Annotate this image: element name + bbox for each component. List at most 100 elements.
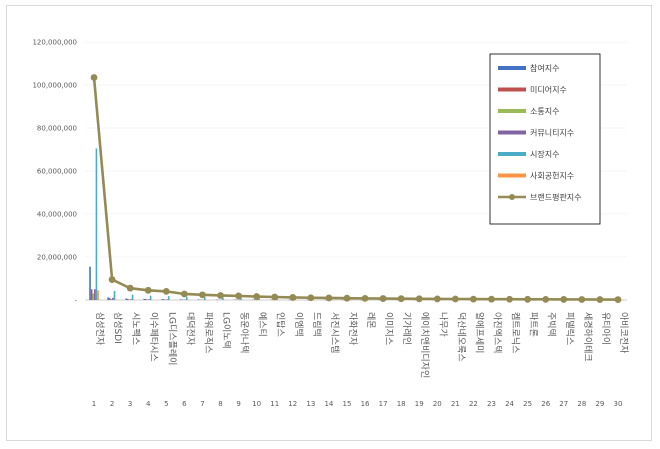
rank-label: 23 <box>487 400 496 408</box>
category-label: 파트론 <box>528 312 539 337</box>
legend-label: 미디어지수 <box>530 85 567 95</box>
category-label: 켐트로닉스 <box>510 312 522 353</box>
category-label: 이미지스 <box>383 312 394 345</box>
y-axis: 120,000,000 100,000,000 80,000,000 60,000,0… <box>32 39 77 305</box>
rank-label: 19 <box>415 400 424 408</box>
bar <box>145 299 147 300</box>
legend-label: 참여지수 <box>530 63 559 73</box>
bar <box>148 299 150 300</box>
bar <box>181 299 183 300</box>
rank-label: 22 <box>469 400 478 408</box>
category-label: 유티아이 <box>600 312 611 345</box>
legend-label: 커뮤니티지수 <box>530 128 574 138</box>
bar <box>149 295 152 300</box>
line-point <box>614 296 622 303</box>
chart-frame: 120,000,000 100,000,000 80,000,000 60,000,0… <box>6 5 652 441</box>
line-point <box>488 295 495 303</box>
gridlines <box>85 41 627 301</box>
line-point <box>199 291 206 299</box>
bar <box>125 298 127 300</box>
bar <box>95 148 98 300</box>
rank-label: 4 <box>146 400 151 408</box>
category-label: 레몬 <box>365 312 376 329</box>
category-label: 아비코전자 <box>618 312 629 354</box>
line-series <box>90 74 622 303</box>
bar <box>130 299 132 300</box>
bar <box>167 296 170 300</box>
line-point <box>343 294 351 302</box>
bar <box>222 297 224 300</box>
category-label: LG이노텍 <box>221 312 232 349</box>
line-point <box>325 294 333 302</box>
category-label: 세경하이테크 <box>582 312 594 362</box>
rank-label: 17 <box>379 400 388 408</box>
rank-label: 15 <box>343 400 352 408</box>
bar <box>131 294 134 300</box>
category-label: 시노펙스 <box>130 312 141 345</box>
rank-label: 7 <box>200 400 204 408</box>
legend-marker <box>509 194 515 200</box>
line-point <box>144 286 152 294</box>
rank-label: 30 <box>614 400 623 408</box>
category-label: 주빅텍 <box>546 312 557 337</box>
rank-label: 16 <box>361 400 370 408</box>
line-point <box>415 295 423 303</box>
legend-swatch <box>498 109 526 113</box>
category-label: 동운아나텍 <box>239 312 250 353</box>
legend-swatch <box>498 87 526 92</box>
category-label: 예스티 <box>257 312 268 337</box>
bar <box>197 299 200 300</box>
bar <box>128 299 131 300</box>
legend-swatch <box>498 173 526 178</box>
line-point <box>379 295 387 302</box>
legend-label: 소통지수 <box>530 107 559 116</box>
bar <box>92 293 95 300</box>
rank-label: 29 <box>595 400 604 408</box>
bar <box>108 298 111 300</box>
legend-label: 시장지수 <box>530 149 559 159</box>
category-label: LG디스플레이 <box>166 312 177 365</box>
rank-label: 24 <box>505 400 514 408</box>
rank-label: 8 <box>218 400 222 408</box>
line-point <box>506 295 513 303</box>
rank-label: 10 <box>252 400 261 408</box>
category-label: 파워로직스 <box>202 312 213 353</box>
bar <box>110 298 113 300</box>
line-point <box>289 294 297 301</box>
rank-label: 5 <box>164 400 168 408</box>
legend-label: 브랜드평판지수 <box>530 192 582 202</box>
rank-label: 1 <box>92 400 96 408</box>
bar <box>97 290 99 300</box>
rank-label: 14 <box>324 400 333 408</box>
bar <box>146 299 149 300</box>
y-tick-label: 120,000,000 <box>32 39 77 47</box>
category-label: 인탑스 <box>275 312 287 337</box>
category-label: 이수페타시스 <box>148 312 159 362</box>
category-label: 드림텍 <box>311 312 323 337</box>
rank-label: 25 <box>523 400 532 408</box>
line-point <box>524 295 532 303</box>
rank-label: 9 <box>236 400 240 408</box>
category-label: 에이치앤비디자인 <box>419 312 431 378</box>
bar <box>94 289 96 300</box>
category-label: 이엠텍 <box>293 312 305 337</box>
bar <box>126 298 129 300</box>
rank-label: 2 <box>110 400 114 408</box>
line-point <box>126 284 134 292</box>
bar <box>166 299 168 300</box>
bar <box>258 298 260 300</box>
category-label: 서진시스템 <box>329 312 341 353</box>
y-tick-label: - <box>74 297 77 305</box>
line-point <box>90 74 98 81</box>
rank-label: 27 <box>559 400 568 408</box>
category-label: 알에프세미 <box>473 312 484 353</box>
bar <box>112 297 114 300</box>
category-label: 삼성SDI <box>112 312 123 344</box>
legend-box <box>489 53 601 225</box>
rank-label: 3 <box>128 400 132 408</box>
line-point <box>108 276 116 283</box>
rank-label: 12 <box>288 400 297 408</box>
bar <box>163 299 165 300</box>
category-label: 삼성전자 <box>94 312 105 346</box>
line-point <box>451 295 459 303</box>
